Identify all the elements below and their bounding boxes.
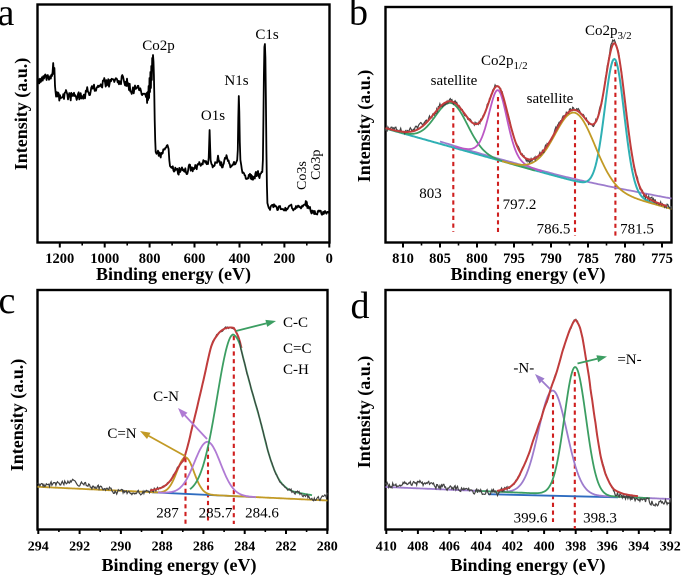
svg-text:-N-: -N- bbox=[513, 361, 534, 377]
svg-text:C-N: C-N bbox=[153, 389, 179, 405]
svg-text:810: 810 bbox=[392, 251, 414, 267]
svg-text:Intensity (a.u.): Intensity (a.u.) bbox=[354, 70, 375, 183]
svg-text:400: 400 bbox=[534, 540, 555, 555]
svg-text:284: 284 bbox=[234, 540, 255, 555]
svg-text:C=N: C=N bbox=[107, 426, 136, 442]
svg-text:785: 785 bbox=[577, 251, 599, 267]
svg-text:600: 600 bbox=[184, 251, 206, 267]
svg-text:Binding energy (eV): Binding energy (eV) bbox=[451, 264, 606, 285]
svg-text:satellite: satellite bbox=[431, 73, 478, 89]
svg-text:406: 406 bbox=[439, 540, 460, 555]
svg-text:780: 780 bbox=[614, 251, 636, 267]
svg-text:b: b bbox=[349, 0, 368, 34]
svg-text:399.6: 399.6 bbox=[514, 511, 548, 527]
svg-text:Co3s: Co3s bbox=[295, 161, 310, 190]
svg-text:400: 400 bbox=[229, 251, 251, 267]
svg-text:790: 790 bbox=[540, 251, 562, 267]
svg-text:805: 805 bbox=[429, 251, 451, 267]
svg-text:410: 410 bbox=[376, 540, 397, 555]
svg-text:282: 282 bbox=[276, 540, 297, 555]
svg-text:C-H: C-H bbox=[283, 362, 309, 378]
svg-text:c: c bbox=[0, 280, 15, 322]
svg-text:C=C: C=C bbox=[283, 341, 311, 357]
svg-text:286: 286 bbox=[193, 540, 214, 555]
svg-text:786.5: 786.5 bbox=[537, 222, 571, 238]
svg-text:O1s: O1s bbox=[201, 108, 225, 124]
svg-text:Binding energy (eV): Binding energy (eV) bbox=[102, 555, 257, 576]
svg-text:Binding energy (eV): Binding energy (eV) bbox=[96, 264, 251, 285]
svg-text:404: 404 bbox=[471, 540, 492, 555]
svg-text:294: 294 bbox=[28, 540, 49, 555]
svg-text:N1s: N1s bbox=[224, 73, 248, 89]
svg-text:781.5: 781.5 bbox=[620, 222, 654, 238]
svg-text:800: 800 bbox=[139, 251, 161, 267]
svg-text:Intensity (a.u.): Intensity (a.u.) bbox=[354, 356, 375, 469]
svg-text:1000: 1000 bbox=[90, 251, 119, 267]
svg-text:Intensity (a.u.): Intensity (a.u.) bbox=[7, 359, 28, 472]
svg-text:0: 0 bbox=[326, 251, 333, 267]
svg-text:290: 290 bbox=[110, 540, 131, 555]
svg-text:402: 402 bbox=[502, 540, 523, 555]
svg-text:398.3: 398.3 bbox=[583, 511, 617, 527]
svg-text:288: 288 bbox=[152, 540, 173, 555]
svg-text:398: 398 bbox=[565, 540, 586, 555]
svg-text:803: 803 bbox=[419, 186, 442, 202]
svg-text:C1s: C1s bbox=[255, 27, 279, 43]
svg-text:d: d bbox=[351, 285, 370, 327]
svg-text:=N-: =N- bbox=[617, 352, 641, 368]
svg-text:394: 394 bbox=[628, 540, 649, 555]
svg-text:200: 200 bbox=[274, 251, 296, 267]
svg-text:Co2p: Co2p bbox=[142, 38, 175, 54]
svg-text:775: 775 bbox=[651, 251, 673, 267]
svg-text:satellite: satellite bbox=[527, 91, 574, 107]
svg-text:280: 280 bbox=[317, 540, 338, 555]
svg-text:408: 408 bbox=[407, 540, 428, 555]
svg-text:284.6: 284.6 bbox=[245, 506, 279, 522]
svg-text:287: 287 bbox=[156, 506, 179, 522]
svg-text:1200: 1200 bbox=[45, 251, 74, 267]
svg-text:Intensity (a.u.): Intensity (a.u.) bbox=[11, 58, 32, 171]
svg-text:800: 800 bbox=[466, 251, 488, 267]
svg-text:C-C: C-C bbox=[283, 315, 308, 331]
svg-text:795: 795 bbox=[503, 251, 525, 267]
svg-text:285.7: 285.7 bbox=[199, 506, 233, 522]
svg-text:797.2: 797.2 bbox=[503, 197, 537, 213]
svg-text:a: a bbox=[0, 0, 15, 34]
svg-text:292: 292 bbox=[69, 540, 90, 555]
svg-text:392: 392 bbox=[660, 540, 681, 555]
svg-text:Binding energy (eV): Binding energy (eV) bbox=[451, 555, 606, 576]
svg-text:Co3p: Co3p bbox=[309, 150, 324, 180]
svg-text:396: 396 bbox=[597, 540, 618, 555]
